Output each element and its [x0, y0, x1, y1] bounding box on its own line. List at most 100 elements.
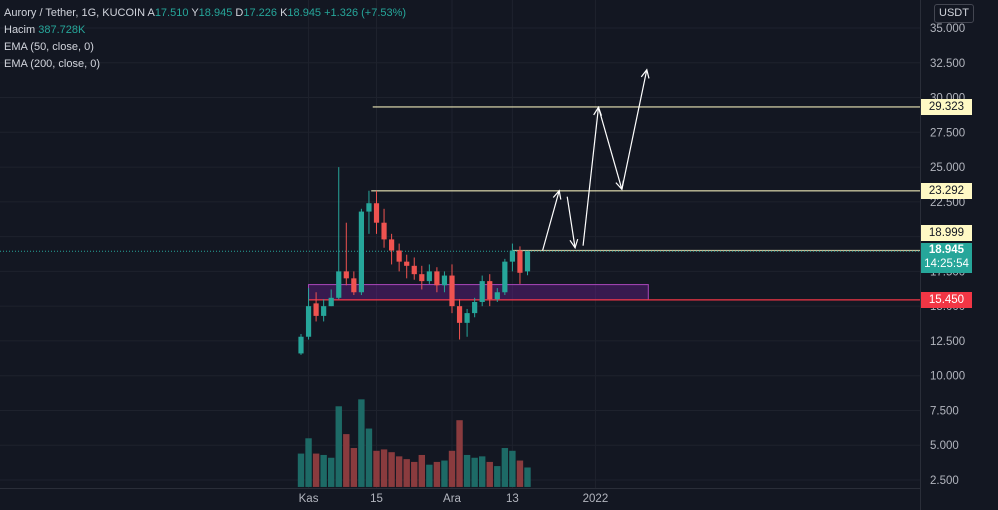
candle-body-14 [404, 261, 410, 266]
current-price-value: 18.945 [928, 244, 965, 257]
x-tick-label-1: 15 [370, 493, 383, 505]
price-tag-29323: 29.323 [921, 98, 972, 115]
y-tick-label-1: 32.500 [930, 58, 965, 70]
current-price-tag: 18.945 14:25:54 [921, 243, 972, 274]
time-axis-divider [0, 488, 920, 489]
projection-segment-1 [542, 190, 560, 251]
volume-bar-21 [456, 420, 463, 487]
y-tick-label-12: 5.000 [930, 440, 959, 452]
volume-label: Hacim [4, 24, 36, 36]
candle-body-27 [502, 261, 508, 293]
y-tick-label-11: 7.500 [930, 405, 959, 417]
candle-body-26 [494, 292, 500, 300]
change-value: +1.326 (+7.53%) [324, 7, 407, 19]
candle-body-22 [464, 313, 470, 323]
projection-segment-4 [597, 107, 623, 190]
volume-bar-2 [312, 453, 320, 487]
ema-200-label: EMA (200, close, 0) [4, 58, 100, 70]
candle-body-18 [434, 271, 440, 286]
candle-body-30 [524, 251, 531, 272]
volume-bar-0 [297, 453, 305, 487]
ema-50-label: EMA (50, close, 0) [4, 41, 94, 53]
candle-body-12 [389, 239, 395, 251]
high-label: Y [191, 7, 199, 19]
volume-bar-26 [494, 466, 501, 487]
y-tick-label-13: 2.500 [930, 475, 959, 487]
y-tick-label-0: 35.000 [930, 23, 965, 35]
volume-bar-13 [395, 456, 403, 487]
projection-segment-5 [621, 69, 648, 190]
legend-ema-50[interactable]: EMA (50, close, 0) [4, 39, 406, 56]
candle-body-7 [351, 278, 357, 293]
projection-arrowhead-1 [552, 189, 562, 200]
projection-segment-3 [582, 107, 600, 246]
volume-bar-4 [328, 457, 335, 487]
price-tag-23292: 23.292 [921, 182, 972, 199]
low-value: 17.226 [243, 7, 277, 19]
volume-bar-7 [350, 448, 358, 487]
projection-arrowhead-2 [569, 238, 579, 250]
volume-bar-20 [448, 450, 456, 487]
volume-bar-27 [501, 448, 509, 487]
projection-arrowhead-5 [640, 68, 650, 79]
volume-bar-15 [411, 461, 418, 487]
volume-bar-6 [343, 434, 350, 487]
y-tick-label-5: 22.500 [930, 197, 965, 209]
volume-bar-10 [373, 450, 380, 487]
open-value: 17.510 [154, 7, 189, 19]
volume-bar-12 [388, 452, 395, 487]
legend-volume-row[interactable]: Hacim 387.728K [4, 22, 406, 39]
volume-bar-18 [433, 461, 441, 487]
volume-bar-28 [509, 450, 516, 487]
open-label: A [147, 7, 155, 19]
volume-bar-29 [516, 460, 524, 487]
volume-bar-22 [463, 454, 471, 487]
volume-bar-30 [524, 467, 531, 487]
candle-body-16 [419, 274, 425, 282]
chart-legend: Aurory / Tether, 1G, KUCOIN A17.510 Y18.… [4, 5, 406, 73]
volume-value: 387.728K [38, 24, 86, 36]
candle-body-21 [456, 306, 463, 323]
low-label: D [235, 7, 244, 19]
candle-countdown: 14:25:54 [924, 258, 969, 271]
legend-ema-200[interactable]: EMA (200, close, 0) [4, 56, 406, 73]
volume-bar-25 [486, 461, 493, 487]
y-tick-label-4: 25.000 [930, 162, 965, 174]
candle-body-2 [313, 303, 319, 316]
candle-body-28 [509, 250, 515, 262]
volume-bar-17 [426, 464, 433, 487]
volume-bar-1 [305, 438, 312, 487]
candle-body-13 [396, 250, 402, 262]
x-tick-label-4: 2022 [583, 493, 609, 505]
x-tick-label-0: Kas [299, 493, 319, 505]
candle-body-9 [366, 203, 372, 212]
volume-bar-23 [471, 457, 478, 487]
volume-bar-9 [365, 428, 373, 487]
candle-body-20 [449, 275, 455, 307]
candle-body-8 [358, 211, 364, 293]
candle-body-15 [411, 265, 417, 275]
candle-body-11 [381, 222, 387, 240]
projection-segment-2 [566, 196, 576, 248]
candle-body-29 [517, 250, 523, 273]
candle-body-0 [298, 336, 304, 354]
currency-badge[interactable]: USDT [934, 4, 974, 23]
volume-bar-16 [418, 454, 425, 487]
candle-body-5 [336, 271, 342, 298]
candle-body-17 [426, 271, 432, 282]
symbol-title[interactable]: Aurory / Tether, 1G, KUCOIN [4, 7, 146, 19]
candle-body-24 [479, 281, 485, 302]
close-label: K [280, 7, 288, 19]
volume-bar-8 [358, 399, 365, 487]
volume-bar-14 [403, 459, 410, 487]
y-tick-label-3: 27.500 [930, 127, 965, 139]
close-value: 18.945 [287, 7, 322, 19]
high-value: 18.945 [198, 7, 233, 19]
volume-bar-5 [335, 406, 342, 487]
candle-body-10 [373, 203, 380, 223]
x-tick-label-2: Ara [443, 493, 462, 505]
volume-bar-11 [380, 449, 388, 487]
x-tick-label-3: 13 [506, 493, 519, 505]
